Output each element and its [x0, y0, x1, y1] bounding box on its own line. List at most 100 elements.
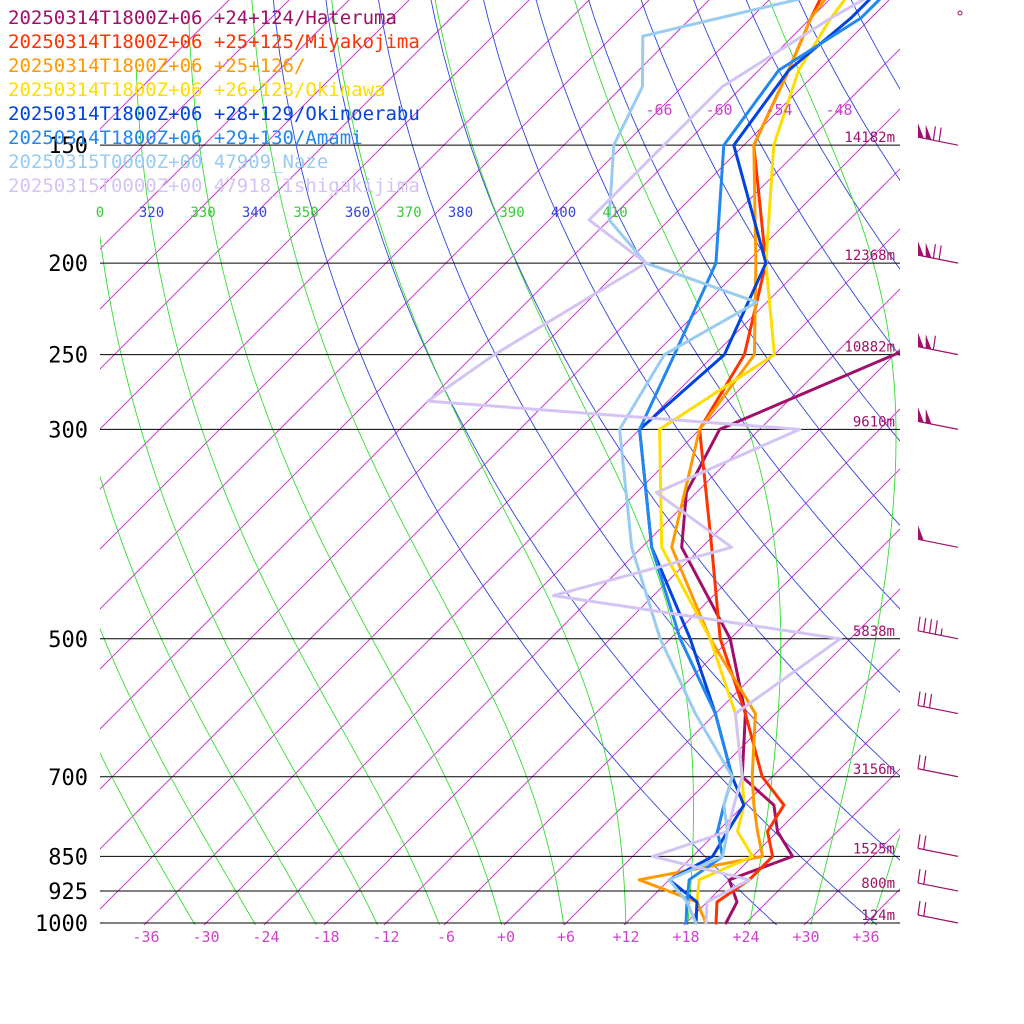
wind-barb-full [938, 245, 942, 260]
wind-barb-flag [925, 124, 932, 140]
moist-adiabat-line [100, 234, 379, 925]
wind-barb-full [932, 335, 936, 350]
wind-barb-staff [917, 136, 959, 146]
wind-barb [917, 900, 959, 924]
wind-barb [917, 691, 959, 715]
pressure-label: 850 [48, 845, 88, 870]
moist-adiabat-line [100, 475, 317, 925]
pressure-label: 200 [48, 252, 88, 277]
wind-barb [917, 754, 959, 778]
upper-isotherm-label: -48 [825, 101, 852, 119]
moist-adiabat-line [135, 70, 440, 925]
height-label: 9610m [853, 414, 895, 430]
wind-barbs [917, 10, 963, 924]
pressure-label: 150 [48, 134, 88, 159]
height-label: 14182m [844, 130, 895, 146]
legend-entry: 20250315T0000Z+00 47918_Ishigakijima [8, 175, 420, 197]
wind-barb-full [938, 127, 942, 142]
legend-entry: 20250314T1800Z+06 +24+124/Hateruma [8, 7, 397, 29]
isotherm-line [100, 0, 770, 670]
wind-barb-staff [917, 346, 959, 356]
pressure-label: 1000 [35, 912, 88, 937]
isotherm-line [743, 768, 900, 925]
moist-adiabat-line [574, 0, 782, 925]
temperature-tick-label: +6 [557, 928, 575, 946]
isotherm-line [906, 0, 1024, 943]
dry-adiabat-line [325, 0, 878, 925]
height-label: 5838m [853, 624, 895, 640]
pressure-label: 250 [48, 344, 88, 369]
legend-entry: 20250314T1800Z+06 +28+129/Okinoerabu [8, 103, 420, 125]
temperature-tick-label: +12 [612, 928, 639, 946]
pressure-label: 300 [48, 418, 88, 443]
temperature-tick-label: -24 [252, 928, 279, 946]
wind-barb-full [928, 619, 933, 634]
moist-adiabat-line [768, 0, 897, 925]
wind-barb [917, 868, 959, 892]
wind-barb-half [940, 628, 943, 636]
height-label: 1525m [853, 841, 895, 857]
wind-barb-staff [917, 882, 959, 892]
wind-barb-staff [917, 538, 959, 548]
isotherm-line [803, 828, 900, 925]
moist-adiabat-line [188, 17, 502, 925]
wind-barb-flag [925, 334, 932, 350]
moist-adiabat-line [331, 0, 627, 925]
legend-entry: 20250314T1800Z+06 +25+126/ [8, 55, 305, 77]
profile-line-4 [658, 0, 847, 925]
profile-line-6 [638, 0, 882, 925]
legend: 20250314T1800Z+06 +24+124/Hateruma 202503… [8, 7, 420, 197]
theta-label: 320 [139, 205, 164, 221]
pressure-label: 700 [48, 766, 88, 791]
height-label: 3156m [853, 762, 895, 778]
wind-barb-full [917, 900, 921, 916]
moist-adiabat-line [871, 833, 900, 925]
upper-isotherm-label: -60 [705, 101, 732, 119]
axis-labels: 10016575m15014182m20012368m25010882m3009… [35, 101, 895, 946]
profile-line-3 [637, 0, 827, 925]
legend-entry: 20250314T1800Z+06 +26+128/Okinawa [8, 79, 386, 101]
isotherm-line [683, 708, 900, 925]
calm-marker [957, 10, 963, 16]
wind-barb-full [917, 834, 921, 849]
wind-barb [917, 525, 959, 548]
height-label: 800m [861, 876, 895, 892]
theta-label: 400 [551, 205, 576, 221]
wind-barb [917, 241, 959, 264]
profile-line-8 [426, 0, 866, 925]
temperature-tick-label: +30 [792, 928, 819, 946]
wind-barb-staff [917, 704, 959, 715]
isotherm-line [100, 0, 590, 490]
background-lines [100, 0, 1024, 943]
wind-barb-flag [918, 123, 924, 139]
theta-label: 380 [448, 205, 473, 221]
sounding-profiles [426, 0, 900, 925]
wind-barb-staff [917, 847, 959, 857]
upper-isotherm-label: -66 [645, 101, 672, 119]
isotherm-line [203, 228, 900, 925]
legend-entry: 20250315T0000Z+00 47909_Naze [8, 151, 328, 173]
pressure-label: 500 [48, 628, 88, 653]
theta-label: 360 [345, 205, 370, 221]
wind-barb [917, 123, 959, 146]
theta-label: 350 [293, 205, 318, 221]
profile-line-7 [607, 0, 802, 925]
wind-barb-flag [918, 407, 924, 423]
dry-adiabat-line [640, 0, 900, 442]
wind-barb-full [923, 755, 927, 771]
isotherm-line [100, 0, 470, 370]
wind-barb-full [923, 617, 927, 633]
wind-barb-full [923, 902, 927, 917]
temperature-tick-label: -18 [312, 928, 339, 946]
temperature-tick-label: +36 [852, 928, 879, 946]
wind-barb [917, 616, 959, 640]
isotherm-line [263, 288, 900, 925]
wind-barb-full [917, 691, 921, 706]
isotherm-line [100, 0, 530, 430]
theta-label: 410 [602, 205, 627, 221]
wind-barb-flag [925, 408, 932, 425]
wind-barb-flag [918, 241, 924, 257]
moist-adiabat-line [251, 0, 565, 925]
dry-adiabat-line [483, 0, 900, 694]
